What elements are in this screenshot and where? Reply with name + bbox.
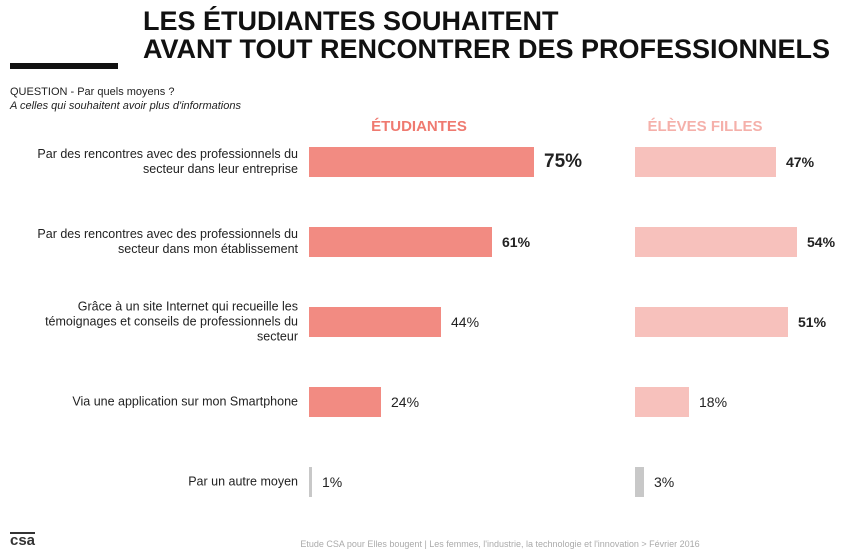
- bar: [635, 307, 788, 337]
- value-label: 18%: [699, 394, 728, 410]
- bar: [635, 467, 644, 497]
- value-label: 44%: [451, 314, 480, 330]
- value-label: 3%: [654, 474, 675, 490]
- value-label: 51%: [798, 314, 827, 330]
- value-label: 54%: [807, 234, 836, 250]
- bar: [635, 227, 797, 257]
- question: QUESTION - Par quels moyens ?: [10, 86, 175, 98]
- series-name: ÉLÈVES FILLES: [647, 118, 763, 135]
- value-label: 61%: [502, 234, 531, 250]
- category-label: Grâce à un site Internet qui recueille l…: [45, 299, 298, 344]
- category-label: Par des rencontres avec des professionne…: [37, 147, 298, 176]
- subquestion: A celles qui souhaitent avoir plus d'inf…: [10, 100, 241, 112]
- footer: Etude CSA pour Elles bougent | Les femme…: [300, 539, 700, 549]
- value-label: 1%: [322, 474, 343, 490]
- value-label: 75%: [544, 151, 583, 172]
- logo: csa: [10, 532, 36, 549]
- bar: [309, 147, 534, 177]
- category-label: Via une application sur mon Smartphone: [72, 394, 298, 409]
- bar: [309, 307, 441, 337]
- value-label: 24%: [391, 394, 420, 410]
- bar: [309, 387, 381, 417]
- title-line: AVANT TOUT RENCONTRER DES PROFESSIONNELS: [143, 34, 831, 64]
- bar: [635, 147, 776, 177]
- bar: [309, 227, 492, 257]
- value-label: 47%: [786, 154, 815, 170]
- title-line: LES ÉTUDIANTES SOUHAITENT: [143, 6, 559, 36]
- category-label: Par des rencontres avec des professionne…: [37, 227, 298, 256]
- title-rule: [10, 63, 118, 69]
- bar: [635, 387, 689, 417]
- series-name: ÉTUDIANTES: [371, 118, 467, 135]
- category-label: Par un autre moyen: [188, 474, 298, 489]
- bar: [309, 467, 312, 497]
